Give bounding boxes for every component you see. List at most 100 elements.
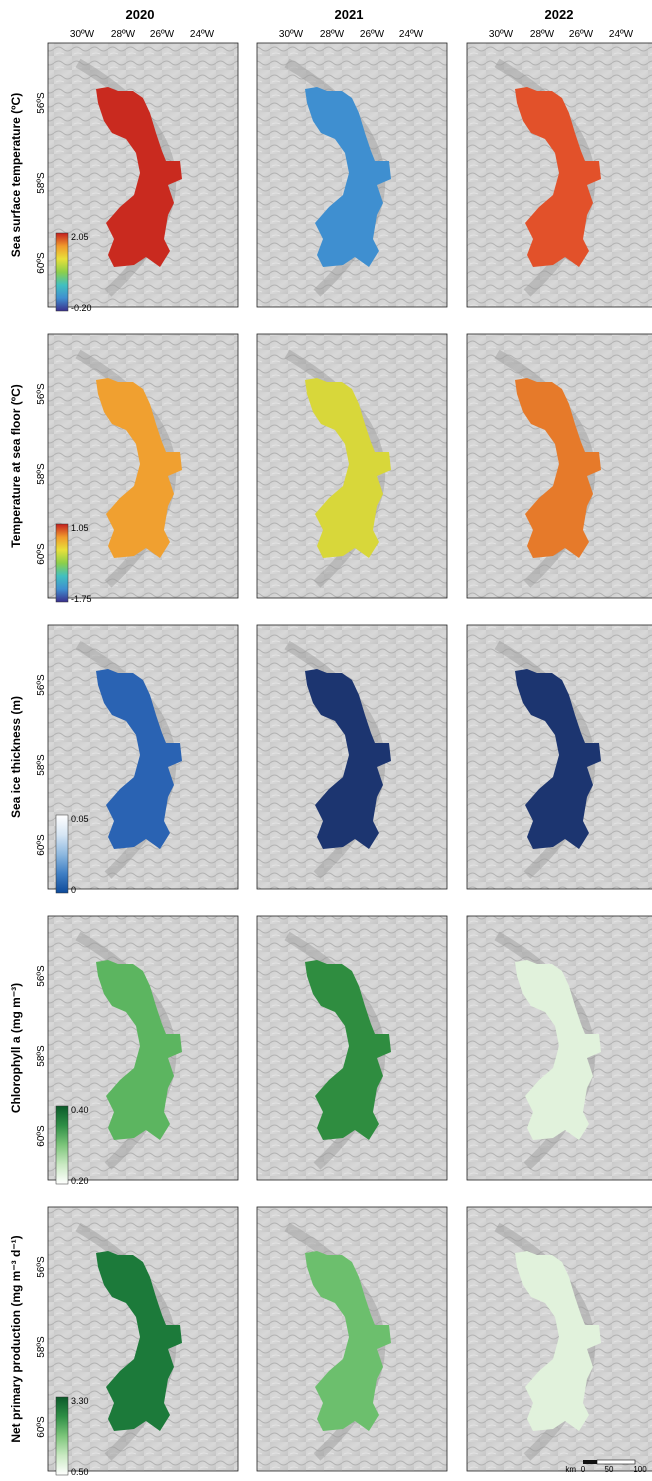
legend-colorbar [55,523,69,603]
panel-frame [47,333,239,599]
map-panel-npp-2020: 56ºS 58ºS 60ºS 3.30 0.50 [36,1206,239,1477]
study-region [96,378,182,558]
study-region [515,669,601,849]
legend-chl: 0.40 0.20 [55,1105,89,1186]
year-header-2020: 2020 [126,7,155,22]
map-panel-chl-2022 [466,915,652,1181]
legend-min: 0.20 [71,1176,89,1186]
map-panel-npp-2021 [256,1206,448,1472]
legend-max: 0.05 [71,814,89,824]
study-region [515,378,601,558]
scale-tick-0: 0 [581,1465,586,1474]
lon-label: 28ºW [111,29,136,40]
panel-frame [47,624,239,890]
year-header-2022: 2022 [545,7,574,22]
map-panel-chl-2021 [256,915,448,1181]
study-region [305,1251,391,1431]
lon-label: 30ºW [279,29,304,40]
row-label-sbt: Temperature at sea floor (ºC) [9,384,23,548]
map-panel-sst-2022 [466,42,652,308]
map-panel-npp-2022 [466,1206,652,1472]
lat-label: 60ºS [36,252,47,274]
panel-frame [47,42,239,308]
lon-labels-col-0: 30ºW 28ºW 26ºW 24ºW [70,29,215,40]
lon-label: 24ºW [399,29,424,40]
lat-label: 58ºS [36,172,47,194]
scale-bar-dark [583,1460,597,1464]
lat-label: 60ºS [36,543,47,565]
study-region [305,669,391,849]
study-region [515,1251,601,1431]
legend-sbt: 1.05 -1.75 [55,523,92,604]
map-panel-sst-2020: 56ºS 58ºS 60ºS 2.05 -0.20 [36,42,239,313]
lat-label: 56ºS [36,674,47,696]
map-panels: Sea surface temperature (ºC) 56ºS 58ºS 60ºS… [9,42,652,1477]
study-region [305,378,391,558]
legend-max: 3.30 [71,1396,89,1406]
row-label-npp: Net primary production (mg m⁻³ d⁻¹) [9,1235,23,1442]
row-label-ice: Sea ice thickness (m) [9,696,23,818]
year-header-2021: 2021 [335,7,364,22]
legend-sst: 2.05 -0.20 [55,232,92,313]
study-region [96,87,182,267]
lat-label: 60ºS [36,1416,47,1438]
study-region [515,87,601,267]
lon-label: 26ºW [150,29,175,40]
legend-min: 0 [71,885,76,895]
legend-colorbar [55,232,69,312]
legend-min: -1.75 [71,594,92,604]
map-panel-sbt-2021 [256,333,448,599]
lon-label: 30ºW [70,29,95,40]
lat-label: 60ºS [36,1125,47,1147]
lat-label: 58ºS [36,463,47,485]
lon-label: 24ºW [190,29,215,40]
panel-frame [47,1206,239,1472]
panel-frame [256,333,448,599]
panel-frame [466,915,652,1181]
row-label-sst: Sea surface temperature (ºC) [9,93,23,257]
map-panel-ice-2022 [466,624,652,890]
legend-ice: 0.05 0 [55,814,89,895]
lon-labels-col-1: 30ºW 28ºW 26ºW 24ºW [279,29,424,40]
map-panel-sbt-2022 [466,333,652,599]
legend-npp: 3.30 0.50 [55,1396,89,1477]
study-region [515,960,601,1140]
panel-frame [256,42,448,308]
lon-label: 24ºW [609,29,634,40]
study-region [96,669,182,849]
lon-label: 26ºW [360,29,385,40]
lon-label: 28ºW [530,29,555,40]
panel-frame [466,624,652,890]
map-panel-ice-2021 [256,624,448,890]
lon-label: 26ºW [569,29,594,40]
study-region [96,960,182,1140]
panel-frame [256,1206,448,1472]
map-panel-sbt-2020: 56ºS 58ºS 60ºS 1.05 -1.75 [36,333,239,604]
map-panel-chl-2020: 56ºS 58ºS 60ºS 0.40 0.20 [36,915,239,1186]
row-label-chl: Chlorophyll a (mg m⁻³) [9,983,23,1113]
scale-tick-100: 100 [633,1465,647,1474]
legend-max: 1.05 [71,523,89,533]
panel-frame [466,42,652,308]
map-panel-ice-2020: 56ºS 58ºS 60ºS 0.05 0 [36,624,239,895]
legend-min: 0.50 [71,1467,89,1476]
panel-frame [256,624,448,890]
lon-label: 30ºW [489,29,514,40]
legend-max: 0.40 [71,1105,89,1115]
lat-label: 58ºS [36,1336,47,1358]
legend-colorbar [55,814,69,894]
study-region [96,1251,182,1431]
lat-label: 56ºS [36,1256,47,1278]
scale-bar-light [596,1459,636,1465]
lon-labels-col-2: 30ºW 28ºW 26ºW 24ºW [489,29,634,40]
scale-bar: km 0 50 100 [565,1459,647,1474]
lat-label: 58ºS [36,754,47,776]
lat-label: 58ºS [36,1045,47,1067]
scale-tick-50: 50 [605,1465,614,1474]
scale-unit: km [565,1465,576,1474]
lon-label: 28ºW [320,29,345,40]
legend-colorbar [55,1105,69,1185]
legend-colorbar [55,1396,69,1476]
